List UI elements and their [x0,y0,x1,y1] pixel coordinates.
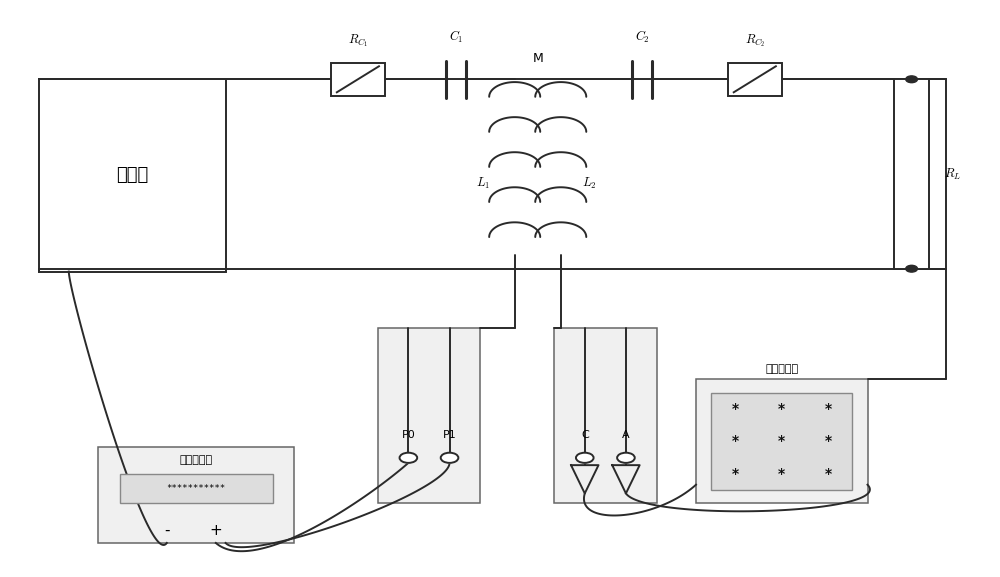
Bar [378,328,480,503]
Bar [98,447,294,543]
Bar [39,79,226,272]
Text: $C_2$: $C_2$ [635,29,650,46]
Circle shape [617,453,635,463]
Bar [554,328,657,503]
Text: *: * [778,434,785,448]
Text: M: M [532,52,543,65]
Text: ***********: *********** [167,484,226,493]
Bar [120,474,273,503]
Text: *: * [731,402,738,416]
Bar [331,63,385,96]
Bar [894,79,929,269]
Text: C: C [581,430,589,440]
Circle shape [441,453,458,463]
Bar [711,393,852,490]
Text: $R_L$: $R_L$ [944,166,961,182]
Text: *: * [825,434,832,448]
Text: *: * [825,467,832,481]
Text: 交流电压表: 交流电压表 [765,365,798,374]
Text: $L_2$: $L_2$ [582,177,597,192]
Text: *: * [778,467,785,481]
Circle shape [576,453,594,463]
Circle shape [906,265,917,272]
Text: *: * [731,434,738,448]
Text: *: * [731,467,738,481]
Text: A: A [622,430,630,440]
Text: $L_1$: $L_1$ [476,177,490,192]
Bar [728,63,782,96]
Circle shape [906,76,917,83]
Text: +: + [209,523,222,538]
Circle shape [400,453,417,463]
Bar [696,379,868,503]
Text: P0: P0 [401,430,415,440]
Text: P1: P1 [443,430,456,440]
Text: 逆变器: 逆变器 [116,166,149,185]
Text: 直流电压源: 直流电压源 [180,455,213,465]
Text: $R_{C_2}$: $R_{C_2}$ [745,32,765,48]
Text: *: * [825,402,832,416]
Text: -: - [164,523,170,538]
Text: *: * [778,402,785,416]
Text: $C_1$: $C_1$ [449,29,463,46]
Text: $R_{C_1}$: $R_{C_1}$ [348,32,368,48]
